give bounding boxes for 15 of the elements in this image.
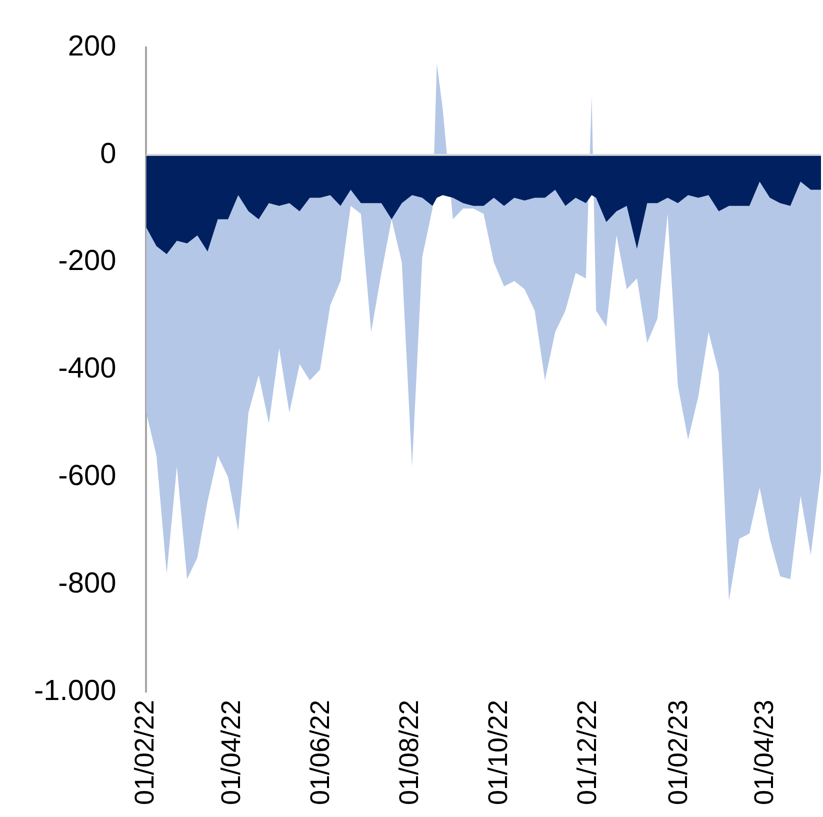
y-tick-label: -400	[58, 352, 116, 385]
x-tick-label: 01/10/22	[483, 700, 514, 806]
x-tick-label: 01/04/23	[748, 700, 779, 806]
x-tick-label: 01/04/22	[216, 700, 246, 806]
y-tick-label: -800	[58, 567, 116, 600]
y-tick-label: 200	[68, 30, 116, 62]
x-tick-label: 01/12/22	[572, 700, 602, 806]
x-tick-label: 01/06/22	[304, 700, 335, 806]
x-tick-label: 01/02/23	[662, 700, 693, 806]
y-tick-label: -600	[58, 460, 116, 492]
y-tick-label: -200	[58, 245, 116, 278]
x-tick-label: 01/08/22	[394, 700, 424, 806]
y-tick-label: -1.000	[34, 674, 116, 707]
x-tick-label: 01/02/22	[130, 700, 160, 806]
y-tick-label: 0	[100, 138, 116, 170]
